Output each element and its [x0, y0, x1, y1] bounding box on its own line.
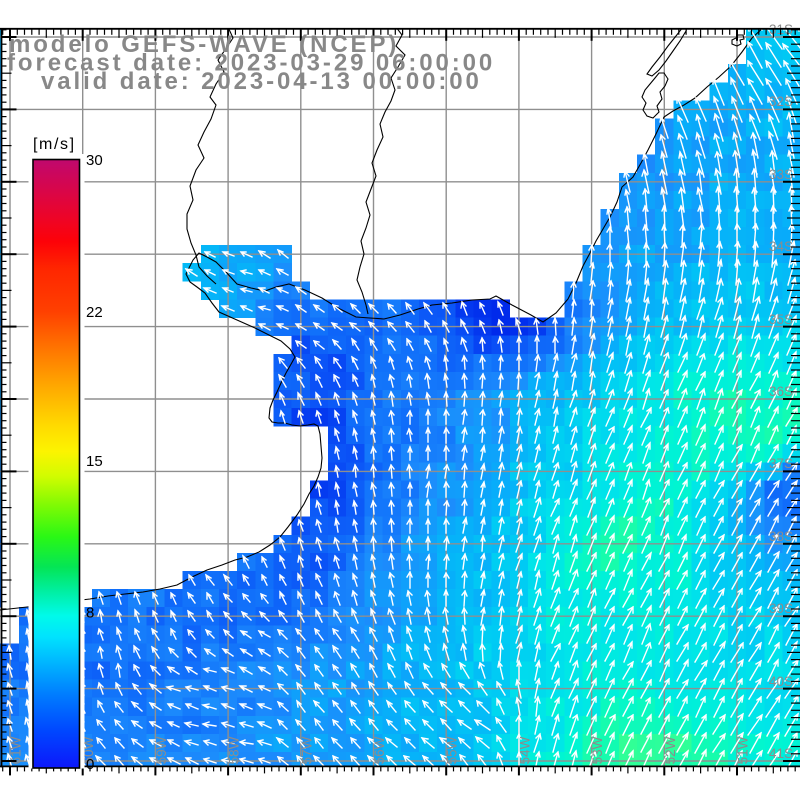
svg-text:valid date: 2023-04-13 00:00:0: valid date: 2023-04-13 00:00:00 [41, 68, 482, 95]
svg-text:39S: 39S [769, 601, 793, 616]
svg-text:52W: 52W [663, 736, 678, 764]
svg-text:56W: 56W [372, 736, 387, 764]
svg-text:8: 8 [86, 605, 94, 622]
svg-text:60W: 60W [81, 736, 96, 764]
svg-text:15: 15 [86, 453, 103, 470]
svg-text:35S: 35S [769, 312, 793, 327]
svg-text:22: 22 [86, 304, 103, 321]
svg-text:forecast date: 2023-03-29 06:0: forecast date: 2023-03-29 06:00:00 [7, 50, 495, 77]
svg-text:59W: 59W [154, 736, 169, 764]
svg-text:54W: 54W [517, 736, 532, 764]
svg-text:0: 0 [86, 756, 94, 773]
svg-text:51W: 51W [736, 736, 751, 764]
svg-text:61W: 61W [9, 736, 24, 764]
svg-text:53W: 53W [590, 736, 605, 764]
svg-text:36S: 36S [769, 384, 793, 399]
svg-text:modelo GEFS-WAVE (NCEP): modelo GEFS-WAVE (NCEP) [9, 31, 399, 58]
svg-text:34S: 34S [769, 239, 793, 254]
svg-text:33S: 33S [769, 167, 793, 182]
svg-text:37S: 37S [769, 456, 793, 471]
svg-text:30: 30 [86, 152, 103, 169]
svg-text:32S: 32S [769, 94, 793, 109]
svg-text:58W: 58W [227, 736, 242, 764]
svg-text:57W: 57W [299, 736, 314, 764]
svg-text:55W: 55W [445, 736, 460, 764]
svg-text:40S: 40S [769, 674, 793, 689]
svg-text:[m/s]: [m/s] [33, 136, 76, 153]
svg-text:38S: 38S [769, 529, 793, 544]
svg-text:41S: 41S [769, 746, 793, 761]
